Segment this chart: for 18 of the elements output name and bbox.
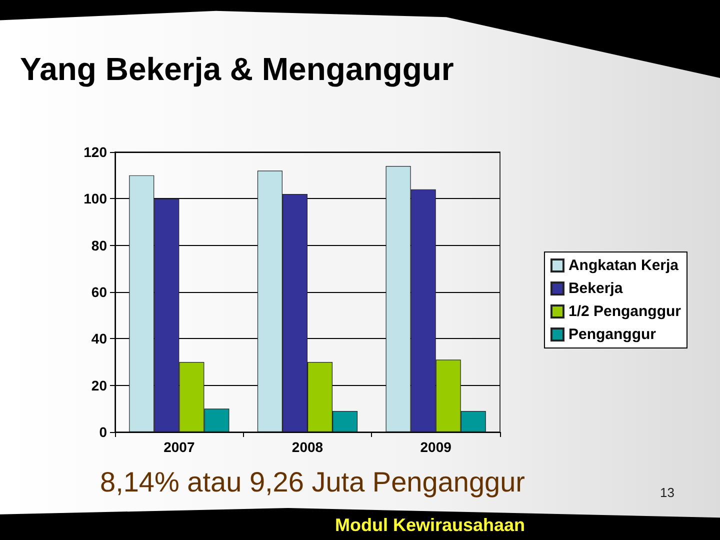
x-tick-label: 2007: [164, 439, 195, 455]
legend-label: Bekerja: [568, 280, 624, 297]
y-tick-label: 20: [91, 377, 108, 394]
y-tick-label: 40: [91, 330, 108, 347]
text: 13: [660, 485, 674, 500]
y-tick-label: 60: [91, 284, 108, 300]
text: Modul Kewirausahaan: [335, 515, 526, 535]
chart-title: Yang Bekerja & Menganggur: [20, 51, 454, 87]
y-tick-label: 100: [84, 190, 108, 207]
y-tick-label: 120: [84, 144, 108, 160]
y-tick-label: 0: [99, 424, 108, 440]
legend-label: 1/2 Penganggur: [568, 303, 682, 320]
x-tick-label: 2008: [292, 439, 324, 455]
text: 8,14% atau 9,26 Juta Penganggur: [100, 466, 526, 498]
legend-label: Angkatan Kerja: [568, 257, 680, 274]
legend-label: Penganggur: [568, 326, 656, 343]
x-tick-label: 2009: [420, 439, 452, 455]
y-tick-label: 80: [91, 237, 108, 254]
